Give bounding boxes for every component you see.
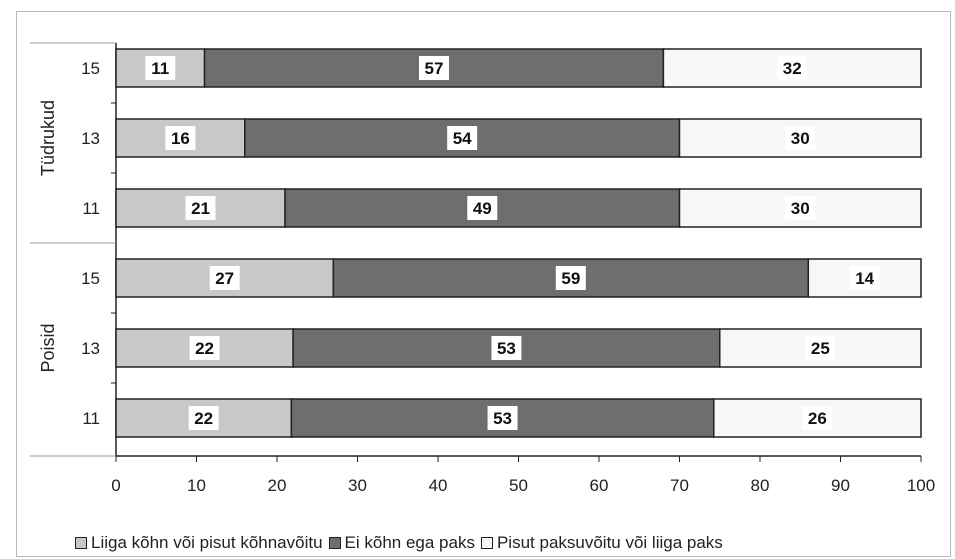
- x-tick-label: 80: [751, 476, 770, 495]
- data-label: 53: [497, 339, 516, 358]
- data-label: 26: [808, 409, 827, 428]
- legend-swatch-light-icon: [75, 537, 87, 549]
- x-tick-label: 60: [590, 476, 609, 495]
- x-tick-label: 50: [509, 476, 528, 495]
- group-label: Poisid: [38, 323, 58, 372]
- legend-item-series-1: Liiga kõhn või pisut kõhnavõitu: [75, 533, 323, 553]
- x-tick-label: 10: [187, 476, 206, 495]
- legend-swatch-dark-icon: [329, 537, 341, 549]
- legend: Liiga kõhn või pisut kõhnavõitu Ei kõhn …: [75, 531, 729, 555]
- data-label: 27: [215, 269, 234, 288]
- data-label: 32: [783, 59, 802, 78]
- data-label: 57: [425, 59, 444, 78]
- data-label: 54: [453, 129, 472, 148]
- x-tick-label: 100: [907, 476, 935, 495]
- x-tick-label: 70: [670, 476, 689, 495]
- legend-item-series-2: Ei kõhn ega paks: [329, 533, 475, 553]
- category-label: 15: [81, 269, 100, 288]
- data-label: 21: [191, 199, 210, 218]
- data-label: 30: [791, 199, 810, 218]
- data-label: 22: [195, 339, 214, 358]
- data-label: 53: [493, 409, 512, 428]
- legend-swatch-white-icon: [481, 537, 493, 549]
- legend-label-series-3: Pisut paksuvõitu või liiga paks: [497, 533, 723, 553]
- group-label: Tüdrukud: [38, 100, 58, 176]
- category-label: 13: [81, 339, 100, 358]
- data-label: 49: [473, 199, 492, 218]
- data-label: 11: [151, 59, 169, 78]
- x-tick-label: 20: [268, 476, 287, 495]
- category-label: 15: [81, 59, 100, 78]
- x-tick-label: 40: [429, 476, 448, 495]
- legend-label-series-1: Liiga kõhn või pisut kõhnavõitu: [91, 533, 323, 553]
- data-label: 59: [561, 269, 580, 288]
- data-label: 30: [791, 129, 810, 148]
- x-tick-label: 0: [111, 476, 120, 495]
- x-tick-label: 90: [831, 476, 850, 495]
- data-label: 14: [855, 269, 874, 288]
- category-label: 11: [82, 199, 100, 218]
- category-label: 11: [82, 409, 100, 428]
- category-label: 13: [81, 129, 100, 148]
- x-tick-label: 30: [348, 476, 367, 495]
- data-label: 22: [194, 409, 213, 428]
- legend-item-series-3: Pisut paksuvõitu või liiga paks: [481, 533, 723, 553]
- data-label: 25: [811, 339, 830, 358]
- legend-label-series-2: Ei kõhn ega paks: [345, 533, 475, 553]
- data-label: 16: [171, 129, 190, 148]
